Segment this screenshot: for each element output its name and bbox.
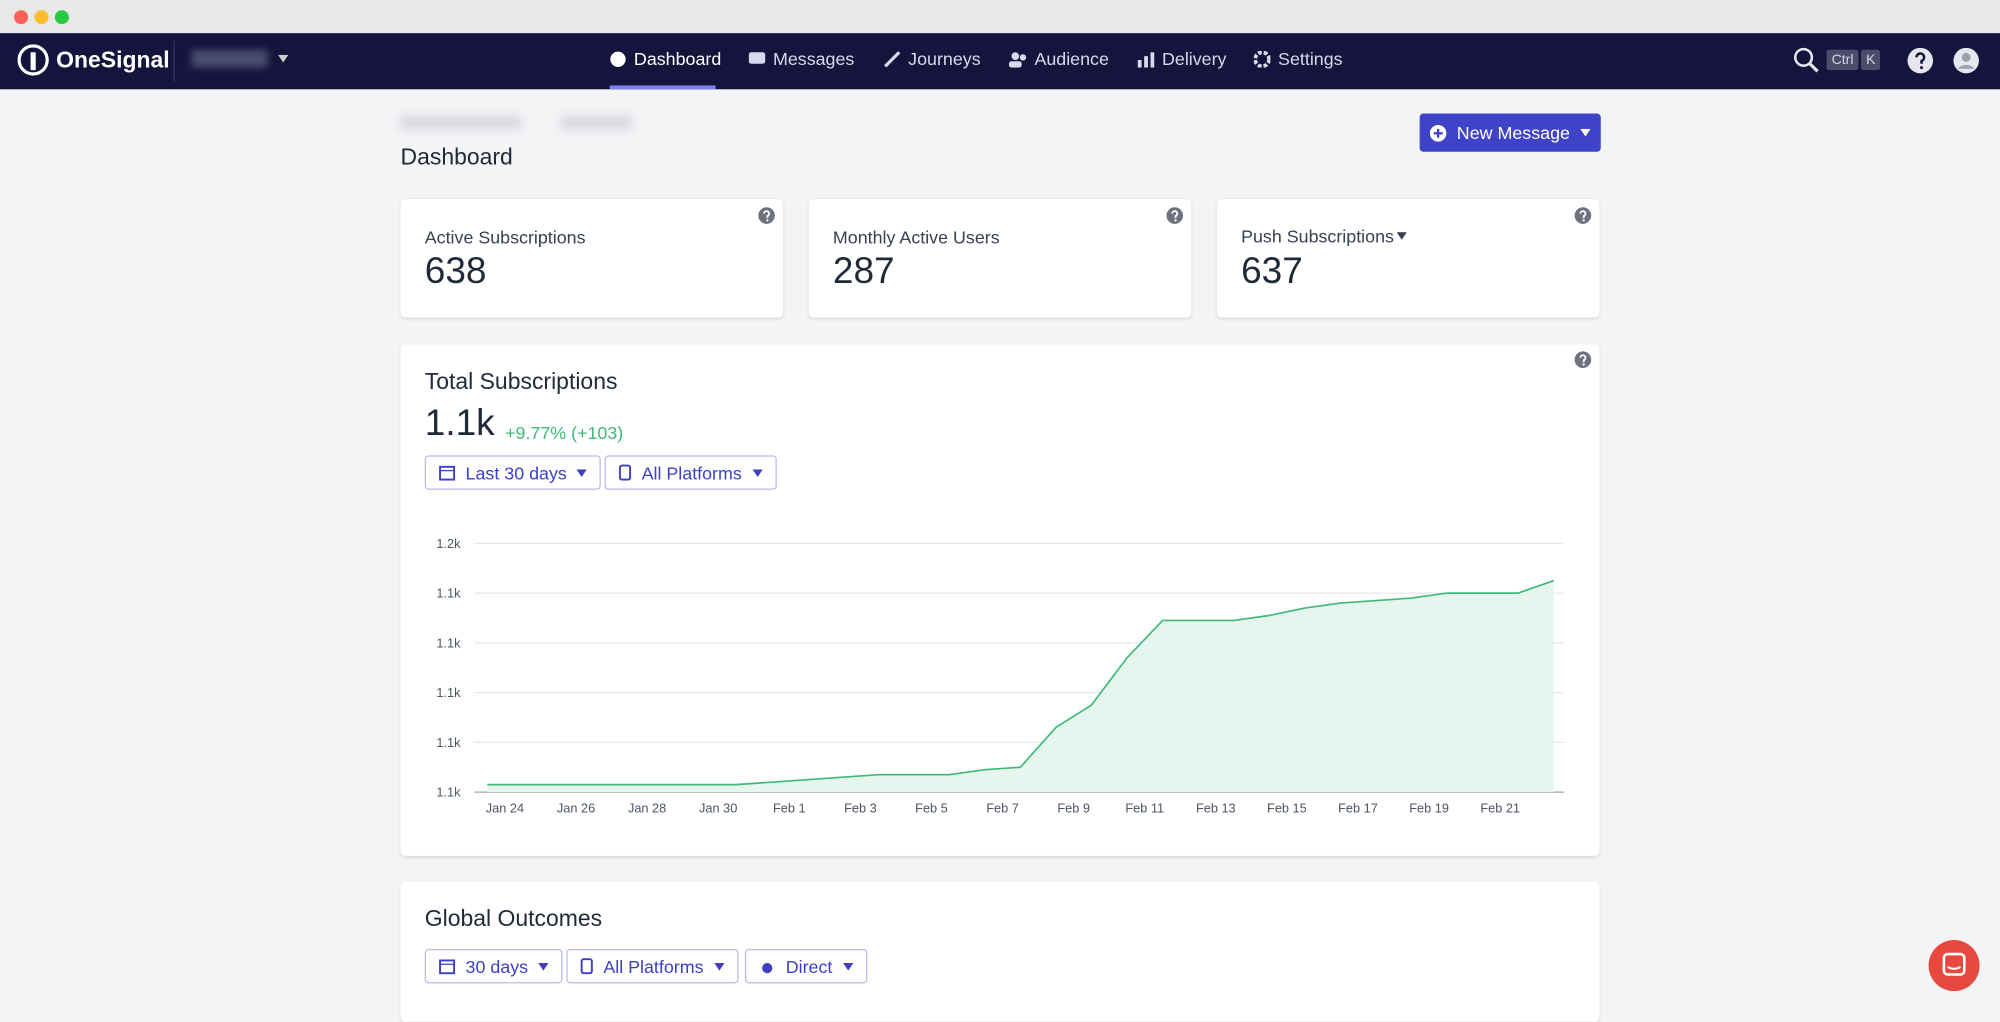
x-tick-label: Jan 26: [557, 800, 595, 815]
date-filter[interactable]: 30 days: [424, 948, 563, 984]
stat-card: Push Subscriptions 637: [1216, 198, 1600, 318]
y-tick-label: 1.1k: [436, 685, 461, 700]
x-tick-label: Feb 19: [1409, 800, 1449, 815]
x-tick-label: Feb 1: [773, 800, 806, 815]
area: [487, 580, 1554, 793]
nav-label: Dashboard: [633, 48, 722, 69]
navbar: OneSignal Dashboard Messages Journeys Au…: [0, 33, 2000, 90]
chat-button[interactable]: [1928, 940, 1980, 992]
stat-value: 638: [424, 251, 487, 293]
stat-value: 287: [832, 251, 895, 293]
filter-label: All Platforms: [603, 955, 704, 977]
nav-label: Messages: [772, 48, 855, 69]
nav-label: Audience: [1034, 48, 1109, 69]
stat-card: Monthly Active Users 287: [808, 198, 1192, 318]
nav-messages[interactable]: Messages: [748, 48, 855, 69]
help-icon[interactable]: [1907, 47, 1934, 74]
y-tick-label: 1.1k: [436, 586, 461, 601]
divider: [173, 40, 175, 82]
filter-label: Direct: [785, 955, 833, 977]
x-tick-label: Feb 17: [1338, 800, 1378, 815]
platform-filter[interactable]: All Platforms: [566, 948, 738, 984]
stat-value: 637: [1241, 251, 1303, 293]
x-tick-label: Feb 21: [1480, 800, 1520, 815]
outcomes-title: Global Outcomes: [424, 905, 603, 932]
nav-journeys[interactable]: Journeys: [884, 48, 981, 69]
date-filter[interactable]: Last 30 days: [424, 455, 602, 490]
breadcrumb[interactable]: [400, 116, 522, 129]
x-tick-label: Feb 15: [1267, 800, 1307, 815]
info-icon[interactable]: [1574, 207, 1592, 225]
info-icon[interactable]: [758, 207, 776, 225]
filter-label: Last 30 days: [465, 462, 567, 483]
platform-filter[interactable]: All Platforms: [604, 455, 777, 490]
stat-card: Active Subscriptions 638: [400, 198, 784, 318]
chart-title: Total Subscriptions: [424, 368, 618, 395]
attribution-filter[interactable]: Direct: [744, 948, 867, 984]
x-tick-label: Feb 13: [1196, 800, 1236, 815]
x-tick-label: Jan 30: [699, 800, 737, 815]
line: [487, 579, 1554, 786]
close-button[interactable]: [14, 10, 29, 25]
active-underline: [609, 85, 716, 90]
x-tick-label: Feb 5: [915, 800, 948, 815]
x-tick-label: Feb 7: [986, 800, 1019, 815]
nav-label: Delivery: [1161, 48, 1227, 69]
app-selector[interactable]: [191, 49, 268, 68]
y-tick-label: 1.2k: [436, 536, 461, 551]
dropdown-arrow[interactable]: [1396, 232, 1407, 240]
info-icon[interactable]: [1574, 351, 1592, 369]
search-icon[interactable]: [1792, 46, 1820, 74]
x-tick-label: Feb 9: [1057, 800, 1090, 815]
brand[interactable]: OneSignal: [56, 47, 170, 73]
x-tick-label: Jan 28: [628, 800, 666, 815]
nav-settings[interactable]: Settings: [1253, 48, 1343, 69]
nav-delivery[interactable]: Delivery: [1136, 48, 1227, 69]
total-value: 1.1k: [424, 403, 495, 444]
logo: [17, 44, 49, 76]
x-tick-label: Feb 11: [1125, 800, 1164, 815]
filter-label: All Platforms: [641, 462, 742, 483]
info-icon[interactable]: [1166, 207, 1184, 225]
new-message-button[interactable]: New Message: [1419, 113, 1601, 152]
dropdown-arrow: [278, 54, 289, 63]
shortcut-key: Ctrl: [1826, 49, 1859, 71]
stat-label: Active Subscriptions: [424, 227, 586, 248]
minimize-button[interactable]: [34, 10, 49, 25]
button-label: New Message: [1456, 122, 1570, 143]
y-tick-label: 1.1k: [436, 635, 461, 650]
change: +9.77% (+103): [505, 422, 624, 443]
nav-audience[interactable]: Audience: [1008, 48, 1109, 69]
filter-label: 30 days: [465, 955, 529, 977]
avatar[interactable]: [1953, 47, 1980, 74]
nav-label: Journeys: [908, 48, 981, 69]
shortcut-key: K: [1860, 49, 1881, 71]
x-tick-label: Jan 24: [486, 800, 524, 815]
zoom-button[interactable]: [54, 10, 69, 25]
x-tick-label: Feb 3: [844, 800, 877, 815]
outcomes-card: Global Outcomes 30 days All Platforms Di…: [400, 881, 1600, 1022]
nav-dashboard[interactable]: Dashboard: [610, 48, 722, 69]
window-titlebar: [0, 0, 2000, 34]
stat-label[interactable]: Push Subscriptions: [1241, 225, 1394, 247]
breadcrumb[interactable]: [561, 116, 632, 129]
nav-label: Settings: [1278, 48, 1343, 69]
y-tick-label: 1.1k: [436, 785, 461, 800]
page-title: Dashboard: [400, 144, 513, 170]
stat-label: Monthly Active Users: [832, 227, 1000, 248]
y-tick-label: 1.1k: [436, 735, 461, 750]
